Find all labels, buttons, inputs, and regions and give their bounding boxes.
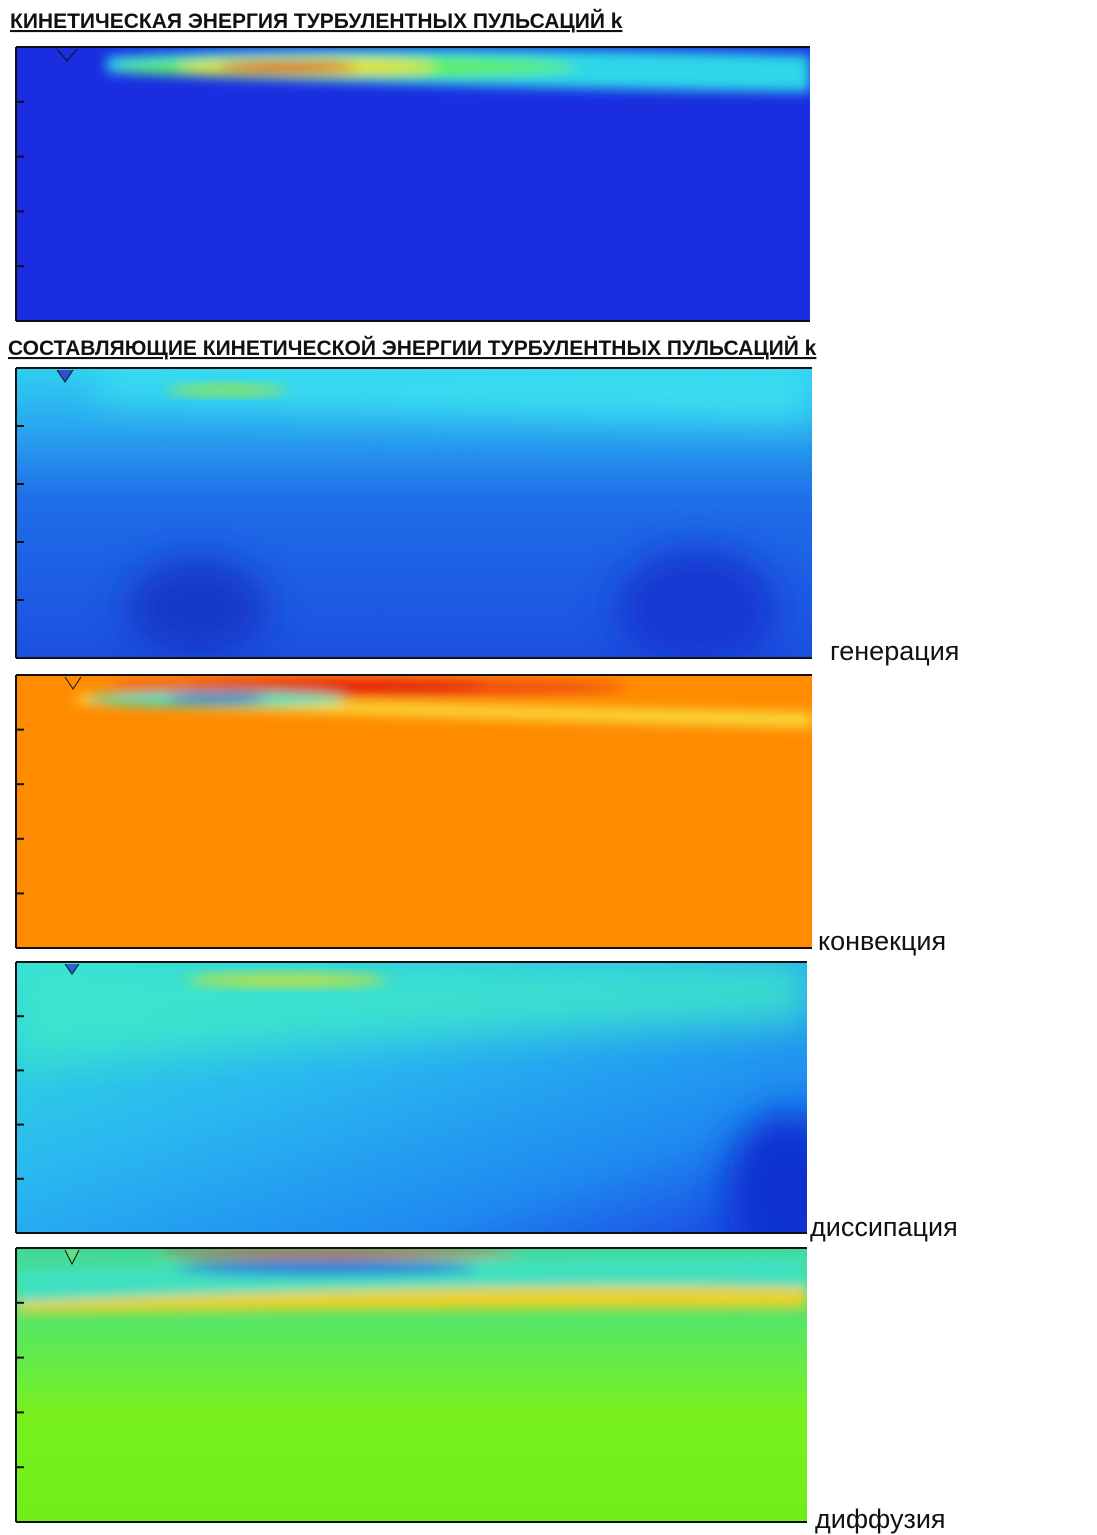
contour-plot [17,47,810,321]
panel-label: генерация [830,636,959,666]
contour-plot: диссипация [17,962,958,1242]
title: КИНЕТИЧЕСКАЯ ЭНЕРГИЯ ТУРБУЛЕНТНЫХ ПУЛЬСА… [10,9,623,33]
contour-plot: генерация [17,368,959,666]
subtitle: СОСТАВЛЯЮЩИЕ КИНЕТИЧЕСКОЙ ЭНЕРГИИ ТУРБУЛ… [8,336,817,360]
contour-plot: конвекция [17,675,946,956]
contour-plot: диффузия [17,1248,946,1534]
panel-label: диффузия [815,1504,946,1534]
panel-label: диссипация [810,1212,958,1242]
panel-label: конвекция [818,926,946,956]
axes [15,46,812,1523]
